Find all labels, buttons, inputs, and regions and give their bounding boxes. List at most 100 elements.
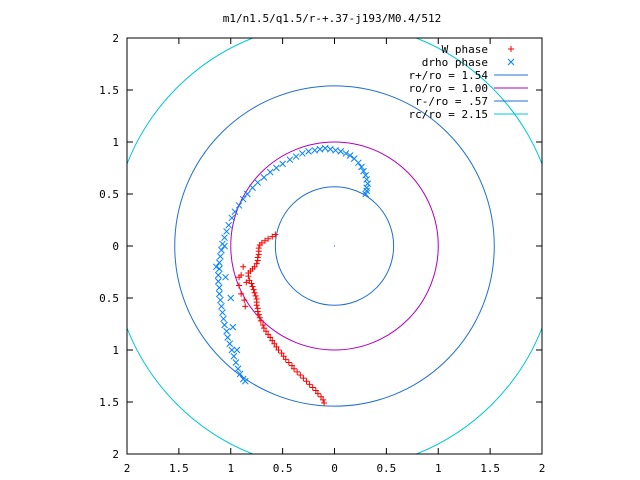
legend-label: drho phase: [422, 56, 488, 69]
data-point: [219, 309, 226, 316]
data-point: [215, 284, 223, 291]
data-point: [275, 347, 282, 353]
data-point: [252, 292, 259, 299]
data-point: [230, 352, 238, 360]
data-point: [259, 322, 266, 329]
data-point: [297, 371, 304, 378]
y-tick-label: 0.5: [99, 188, 119, 201]
data-point: [222, 273, 229, 281]
data-point: [346, 152, 354, 159]
data-point: [234, 365, 242, 373]
data-point: [321, 144, 329, 152]
data-point: [224, 334, 231, 341]
data-point: [214, 271, 222, 279]
data-point: [300, 375, 307, 382]
x-tick-label: 1: [227, 462, 234, 475]
data-point: [280, 353, 287, 360]
data-point: [248, 280, 255, 287]
data-point: [282, 356, 289, 363]
data-point: [253, 302, 260, 309]
data-point: [360, 167, 367, 175]
data-point: [221, 321, 228, 329]
data-point: [215, 259, 223, 266]
data-point: [251, 289, 258, 296]
data-point: [239, 195, 247, 203]
data-point: [278, 350, 285, 357]
data-point: [265, 235, 272, 242]
data-point: [269, 337, 276, 344]
y-tick-label: 1.5: [99, 84, 119, 97]
y-tick-label: 2: [112, 448, 119, 461]
legend-marker: [507, 58, 515, 66]
data-point: [269, 233, 276, 240]
legend-label: r-/ro = .57: [415, 95, 488, 108]
chart-title: m1/n1.5/q1.5/r-+.37-j193/M0.4/512: [223, 12, 442, 25]
legend-label: r+/ro = 1.54: [409, 69, 489, 82]
data-point: [273, 343, 280, 350]
data-point: [337, 148, 345, 155]
center-point: [333, 245, 336, 247]
data-point: [229, 323, 237, 331]
y-tick-label: 0: [112, 240, 119, 253]
data-point: [221, 242, 228, 250]
data-point: [285, 359, 292, 366]
data-point: [212, 263, 220, 271]
legend-label: ro/ro = 1.00: [409, 82, 488, 95]
data-point: [305, 148, 312, 155]
data-point: [311, 146, 319, 154]
x-tick-label: 0: [331, 462, 338, 475]
data-point: [218, 302, 225, 310]
data-point: [243, 279, 250, 286]
data-point: [220, 315, 227, 323]
y-tick-label: 1.5: [99, 396, 119, 409]
data-point: [242, 303, 249, 310]
circle-series: [174, 85, 495, 407]
data-point: [309, 384, 316, 391]
data-point: [291, 365, 298, 372]
data-point: [215, 290, 223, 298]
data-point: [273, 164, 280, 172]
data-point: [279, 160, 286, 168]
data-point: [306, 381, 313, 388]
data-point: [227, 294, 235, 302]
data-point: [236, 370, 244, 378]
data-point: [217, 296, 224, 304]
data-point: [271, 340, 278, 347]
data-point: [288, 362, 295, 369]
data-point: [314, 390, 321, 397]
data-point: [218, 246, 225, 254]
data-point: [255, 251, 262, 258]
data-point: [214, 278, 222, 285]
circle-series: [274, 186, 395, 306]
data-point: [332, 146, 339, 154]
data-point: [254, 257, 261, 264]
data-point: [257, 317, 264, 324]
data-point: [221, 234, 228, 242]
data-point: [223, 327, 230, 335]
data-point: [249, 283, 256, 290]
data-point: [232, 359, 240, 366]
data-point: [294, 368, 301, 375]
data-point: [320, 396, 327, 403]
x-tick-label: 1: [435, 462, 442, 475]
data-point: [231, 208, 239, 216]
x-tick-label: 0.5: [376, 462, 396, 475]
y-tick-label: 0.5: [99, 292, 119, 305]
y-tick-label: 1: [112, 136, 119, 149]
data-point: [350, 155, 358, 162]
data-point: [298, 150, 306, 157]
data-point: [225, 221, 233, 229]
data-point: [249, 184, 256, 192]
legend-label: W phase: [442, 43, 488, 56]
data-point: [260, 325, 267, 332]
data-point: [272, 231, 279, 238]
data-point: [260, 174, 268, 181]
data-point: [312, 387, 319, 394]
data-point: [228, 214, 236, 222]
data-point: [254, 179, 262, 186]
data-point: [342, 150, 350, 157]
data-point: [223, 228, 230, 235]
data-point: [267, 334, 274, 341]
data-point: [363, 176, 371, 183]
